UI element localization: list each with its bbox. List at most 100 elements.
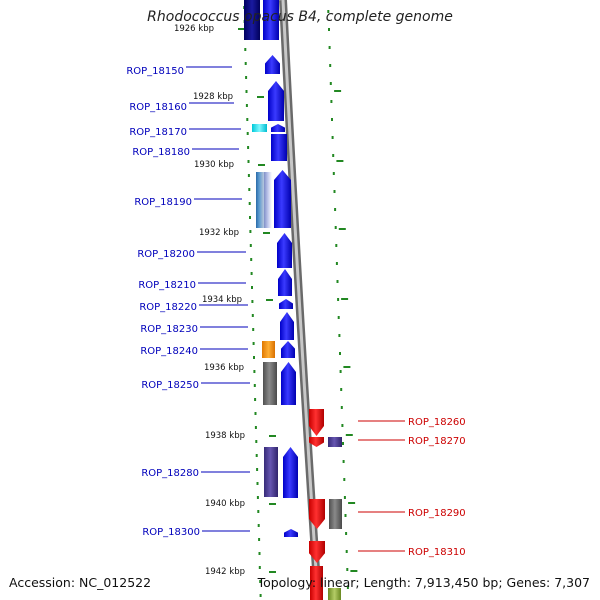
genome-title: Rhodococcus opacus B4, complete genome [147,9,453,25]
scale-dot [329,64,332,67]
gene-rop-18160 [268,81,284,121]
scale-dot [339,370,342,373]
scale-dot [247,146,250,149]
gene-label-rop-18170[interactable]: ROP_18170 [129,127,187,138]
scale-dot [337,298,340,301]
gene-rop-18310 [309,541,325,563]
scale-dot [258,552,261,555]
scale-major-tick [341,298,349,300]
scale-dot [253,370,256,373]
scale-dot [251,286,253,289]
gene-top-partial-2 [263,0,279,40]
scale-dot [251,314,254,317]
scale-label-3: 1932 kbp [199,228,239,238]
scale-dot [346,586,349,589]
scale-dot [344,514,347,517]
scale-major-tick [257,96,264,98]
scale-dot [247,160,250,163]
topology-text: Topology: linear; Length: 7,913,450 bp; … [257,575,590,590]
scale-dot [341,424,344,427]
gene-rop-18250b [281,362,296,405]
gene-label-rop-18260[interactable]: ROP_18260 [408,417,466,428]
scale-major-tick [258,164,265,166]
scale-dot [246,132,249,135]
gene-label-rop-18180[interactable]: ROP_18180 [132,147,190,158]
scale-dot [248,202,251,205]
gene-label-rop-18160[interactable]: ROP_18160 [129,102,187,113]
gene-label-rop-18190[interactable]: ROP_18190 [134,197,192,208]
scale-dot [252,328,255,331]
scale-dot [335,262,338,265]
scale-dot [334,226,337,229]
scale-major-tick [266,299,273,301]
scale-dot [250,272,253,275]
scale-major-tick [350,570,358,572]
gene-rop-18190c [274,170,291,228]
gene-label-rop-18220[interactable]: ROP_18220 [139,302,197,313]
gene-rop-18280b [283,447,298,498]
gene-rop-18170 [252,124,267,132]
gene-label-rop-18210[interactable]: ROP_18210 [138,280,196,291]
gene-label-rop-18290[interactable]: ROP_18290 [408,508,466,519]
scale-dot [258,566,261,569]
scale-dot [340,406,343,409]
gene-label-rop-18270[interactable]: ROP_18270 [408,436,466,447]
gene-rop-18250 [263,362,277,405]
gene-label-rop-18280[interactable]: ROP_18280 [141,468,199,479]
scale-dot [339,352,341,355]
gene-label-rop-18200[interactable]: ROP_18200 [137,249,195,260]
gene-rop-18280 [264,447,278,497]
gene-label-rop-18150[interactable]: ROP_18150 [126,66,184,77]
gene-rop-18210 [278,269,292,296]
scale-dot [346,568,349,571]
scale-dot [328,28,330,31]
gene-label-rop-18310[interactable]: ROP_18310 [408,547,466,558]
scale-dot [329,82,332,85]
scale-dot [253,356,255,359]
scale-major-tick [338,228,346,230]
scale-dot [332,172,335,175]
gene-label-rop-18240[interactable]: ROP_18240 [140,346,198,357]
scale-dot [249,230,252,233]
scale-dot [330,100,333,103]
gene-features [244,0,342,600]
scale-dot [247,174,250,177]
scale-label-5: 1936 kbp [204,363,244,373]
scale-dot [343,496,346,499]
gene-rop-18240 [262,341,275,358]
scale-dot [336,280,339,283]
gene-rop-18180 [271,134,287,161]
scale-label-8: 1942 kbp [205,567,245,577]
scale-dot [255,454,258,457]
scale-dot [249,216,251,219]
scale-dot [248,188,251,191]
gene-labels: 1926 kbp 1928 kbp 1930 kbp 1932 kbp 1934 kbp… [126,24,465,577]
gene-rop-18260 [309,409,324,436]
scale-dot [249,244,252,247]
scale-dot [257,510,260,513]
gene-rop-18190a [256,172,265,228]
gene-label-rop-18300[interactable]: ROP_18300 [142,527,200,538]
scale-dot [254,412,257,415]
scale-dot [256,468,259,471]
scale-major-tick [269,435,276,437]
scale-dot [256,482,259,485]
scale-dot [254,398,257,401]
scale-dot [342,460,345,463]
gene-label-rop-18250[interactable]: ROP_18250 [141,380,199,391]
gene-rop-18240b [281,341,295,358]
scale-dot [333,190,336,193]
scale-dot [338,334,341,337]
scale-major-tick [336,160,344,162]
scale-dot [343,478,346,481]
scale-dot [331,136,334,139]
gene-rop-18270b [328,437,342,447]
scale-dot [334,208,337,211]
scale-dot [244,48,247,51]
scale-label-7: 1940 kbp [205,499,245,509]
scale-major-tick [238,28,245,30]
scale-dot [332,154,335,157]
gene-label-rop-18230[interactable]: ROP_18230 [140,324,198,335]
